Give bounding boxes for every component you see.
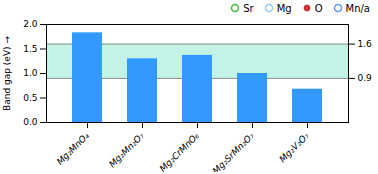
svg-text:1.6: 1.6 xyxy=(358,39,373,49)
svg-text:0.9: 0.9 xyxy=(358,73,373,83)
svg-text:1.5: 1.5 xyxy=(23,44,37,54)
svg-text:0.5: 0.5 xyxy=(23,93,37,103)
svg-text:Mg₂CrMnO₆: Mg₂CrMnO₆ xyxy=(158,130,202,172)
html-text:O: O xyxy=(314,2,323,14)
html-text:Mg: Mg xyxy=(276,2,292,14)
svg-text:2.0: 2.0 xyxy=(23,19,38,29)
svg-text:Mg₂MnO₄: Mg₂MnO₄ xyxy=(55,130,92,167)
html-text:Mn/a: Mn/a xyxy=(345,2,370,14)
svg-text:Mg₂SrMn₂O₇: Mg₂SrMn₂O₇ xyxy=(210,130,256,172)
svg-text:Band gap (eV) →: Band gap (eV) → xyxy=(2,36,12,111)
html-text:Sr: Sr xyxy=(243,2,254,14)
svg-text:0.0: 0.0 xyxy=(23,117,38,127)
svg-text:Mg₂Mn₂O₇: Mg₂Mn₂O₇ xyxy=(107,130,146,169)
svg-text:1.0: 1.0 xyxy=(23,68,38,78)
svg-text:Mg₂V₂O₇: Mg₂V₂O₇ xyxy=(277,130,311,164)
